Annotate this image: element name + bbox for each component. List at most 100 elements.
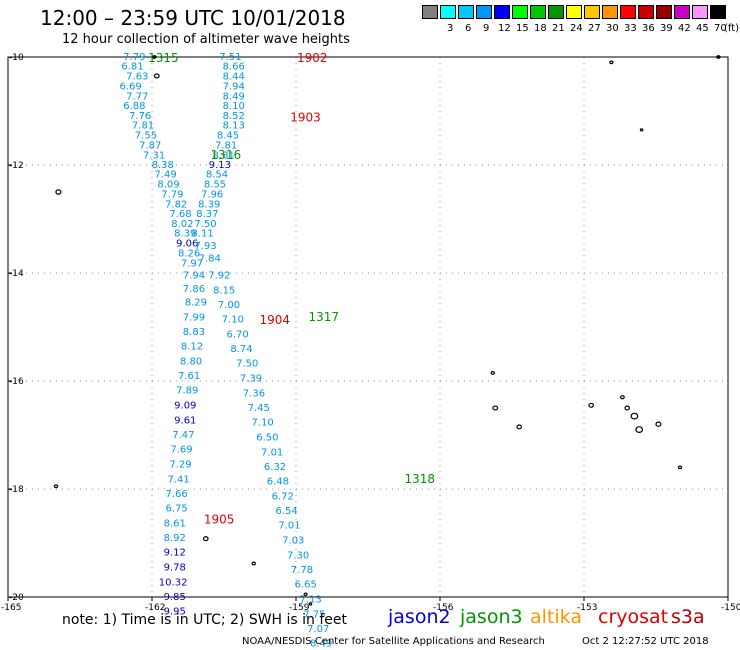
scale-swatch — [566, 5, 582, 19]
lat-tick-label: -18 — [9, 485, 24, 495]
swh-value-track-a: 7.49 — [154, 170, 176, 181]
scale-label: 27 — [588, 23, 601, 34]
swh-value-track-b: 7.96 — [201, 190, 223, 201]
swh-value-track-b: 7.50 — [236, 359, 258, 370]
swh-value-track-a: 8.02 — [171, 219, 193, 230]
scale-swatch — [422, 5, 438, 19]
swh-value-track-b: 7.50 — [194, 219, 216, 230]
swh-value-track-a: 8.39 — [174, 229, 196, 240]
swh-value-track-b: 8.49 — [223, 91, 245, 102]
scale-swatch — [458, 5, 474, 19]
swh-value-track-a: 7.99 — [183, 312, 205, 323]
swh-value-track-a: 7.82 — [165, 199, 187, 210]
swh-value-track-a: 7.79 — [123, 52, 145, 63]
time-label-track-a: 1316 — [211, 148, 242, 162]
swh-value-track-a: 10.32 — [159, 577, 188, 588]
lon-tick-label: -150 — [721, 603, 740, 613]
scale-swatch — [710, 5, 726, 19]
lon-tick-label: -165 — [1, 603, 21, 613]
island-outline — [490, 370, 495, 375]
swh-value-track-b: 7.13 — [299, 595, 321, 606]
scale-swatch — [656, 5, 672, 19]
swh-value-track-b: 6.70 — [226, 330, 248, 341]
scale-swatch — [620, 5, 636, 19]
time-label-track-a: 1315 — [148, 51, 179, 65]
island-outline — [609, 60, 614, 65]
time-label-track-b: 1904 — [260, 313, 291, 327]
swh-value-track-a: 9.61 — [174, 415, 196, 426]
swh-value-track-b: 6.48 — [267, 476, 289, 487]
swh-value-track-a: 7.87 — [139, 141, 161, 152]
scale-label: 70 — [714, 23, 727, 34]
island-outline — [251, 561, 256, 566]
swh-value-track-b: 8.10 — [223, 101, 245, 112]
swh-value-track-a: 9.09 — [174, 400, 196, 411]
swh-value-track-a: 8.61 — [164, 519, 186, 530]
swh-value-track-b: 7.78 — [291, 565, 313, 576]
swh-value-track-b: 7.01 — [278, 521, 300, 532]
lat-tick-label: -16 — [9, 377, 24, 387]
map-frame — [7, 56, 729, 598]
swh-value-track-b: 7.92 — [208, 271, 230, 282]
swh-value-track-b: 7.03 — [282, 535, 304, 546]
legend-s3a: s3a — [671, 606, 705, 628]
swh-value-track-b: 8.66 — [223, 62, 245, 73]
swh-value-track-b: 7.01 — [261, 447, 283, 458]
swh-value-track-a: 6.88 — [123, 101, 145, 112]
swh-value-track-a: 7.94 — [183, 271, 205, 282]
island-outline — [630, 412, 639, 420]
swh-value-track-a: 7.81 — [132, 121, 154, 132]
island-outline — [53, 484, 59, 489]
swh-value-track-a: 7.68 — [169, 209, 191, 220]
swh-value-track-a: 8.26 — [178, 249, 200, 260]
legend-cryosat: cryosat — [598, 606, 669, 628]
swh-value-track-b: 8.55 — [204, 179, 226, 190]
swh-value-track-a: 7.77 — [126, 91, 148, 102]
swh-value-track-b: 8.74 — [230, 344, 252, 355]
swh-value-track-a: 6.69 — [119, 82, 141, 93]
swh-value-track-b: 7.10 — [251, 418, 273, 429]
swh-value-track-b: 7.30 — [287, 550, 309, 561]
scale-swatch — [674, 5, 690, 19]
swh-value-track-a: 6.81 — [121, 62, 143, 73]
legend-altika: altika — [530, 606, 582, 628]
island-outline — [639, 128, 644, 132]
island-outline — [308, 602, 313, 606]
scale-label: 42 — [678, 23, 691, 34]
swh-value-track-b: 7.45 — [248, 403, 270, 414]
swh-value-track-a: 8.83 — [183, 327, 205, 338]
map-title: 12:00 – 23:59 UTC 10/01/2018 — [40, 6, 346, 30]
swh-value-track-a: 7.47 — [172, 430, 194, 441]
scale-swatch — [476, 5, 492, 19]
swh-value-track-b: 8.15 — [213, 285, 235, 296]
map-subtitle: 12 hour collection of altimeter wave hei… — [62, 32, 350, 47]
swh-value-track-b: 7.75 — [303, 609, 325, 620]
island-outline — [677, 465, 683, 470]
island-outline — [303, 592, 308, 597]
swh-value-track-a: 8.92 — [164, 533, 186, 544]
time-label-track-a: 1317 — [308, 310, 339, 324]
swh-value-track-a: 9.95 — [164, 607, 186, 618]
swh-value-track-a: 7.79 — [161, 190, 183, 201]
scale-label: 33 — [624, 23, 637, 34]
swh-value-track-b: 7.07 — [307, 624, 329, 635]
scale-label: 30 — [606, 23, 619, 34]
scale-swatch — [512, 5, 528, 19]
lon-tick-label: -159 — [289, 603, 310, 613]
swh-value-track-b: 7.93 — [194, 241, 216, 252]
scale-label: 3 — [447, 23, 454, 34]
swh-value-track-b: 6.32 — [264, 462, 286, 473]
swh-value-track-b: 8.54 — [206, 170, 228, 181]
scale-label: 12 — [498, 23, 511, 34]
scale-label: 24 — [570, 23, 583, 34]
lat-tick-label: -10 — [9, 53, 24, 63]
swh-value-track-a: 9.85 — [164, 592, 186, 603]
scale-swatch — [584, 5, 600, 19]
swh-value-track-a: 8.29 — [185, 298, 207, 309]
swh-value-track-b: 8.39 — [198, 199, 220, 210]
swh-value-track-a: 8.12 — [181, 341, 203, 352]
time-label-track-b: 1902 — [297, 51, 328, 65]
lat-tick-label: -14 — [9, 269, 24, 279]
scale-unit: (ft) — [724, 23, 740, 34]
swh-value-track-a: 8.80 — [180, 357, 202, 368]
